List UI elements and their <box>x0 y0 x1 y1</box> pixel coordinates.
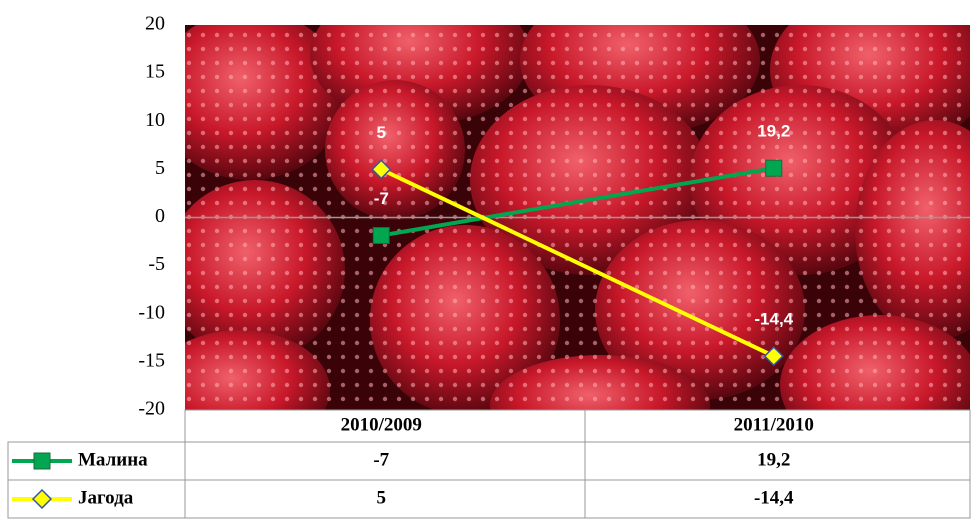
legend-marker <box>33 452 51 470</box>
y-tick-label: -5 <box>148 253 165 275</box>
plot-background <box>185 25 970 410</box>
data-label: -7 <box>374 189 389 208</box>
y-tick-label: 5 <box>155 157 165 179</box>
table-cell: -7 <box>373 449 389 470</box>
y-tick-label: 20 <box>145 13 165 35</box>
y-tick-label: -10 <box>138 301 165 323</box>
series-line <box>380 166 775 238</box>
marker <box>371 159 392 180</box>
table-cell: 5 <box>377 487 387 508</box>
category-label: 2010/2009 <box>341 414 422 435</box>
y-tick-label: 10 <box>145 109 165 131</box>
table-cell: 19,2 <box>757 449 790 470</box>
y-tick-label: 15 <box>145 61 165 83</box>
data-table <box>7 409 971 519</box>
y-tick-label: -15 <box>138 349 165 371</box>
data-label: 19,2 <box>757 122 790 141</box>
legend-label: Малина <box>78 449 148 470</box>
marker <box>765 159 783 177</box>
data-label: -14,4 <box>754 310 793 329</box>
series-line <box>380 167 775 358</box>
marker <box>372 226 390 244</box>
table-cell: -14,4 <box>754 487 794 508</box>
y-tick-label: -20 <box>138 398 165 420</box>
y-tick-label: 0 <box>155 205 165 227</box>
marker <box>763 346 784 367</box>
legend-label: Јагода <box>78 487 134 508</box>
category-label: 2011/2010 <box>734 414 814 435</box>
legend-marker <box>31 488 53 510</box>
data-label: 5 <box>377 123 386 142</box>
